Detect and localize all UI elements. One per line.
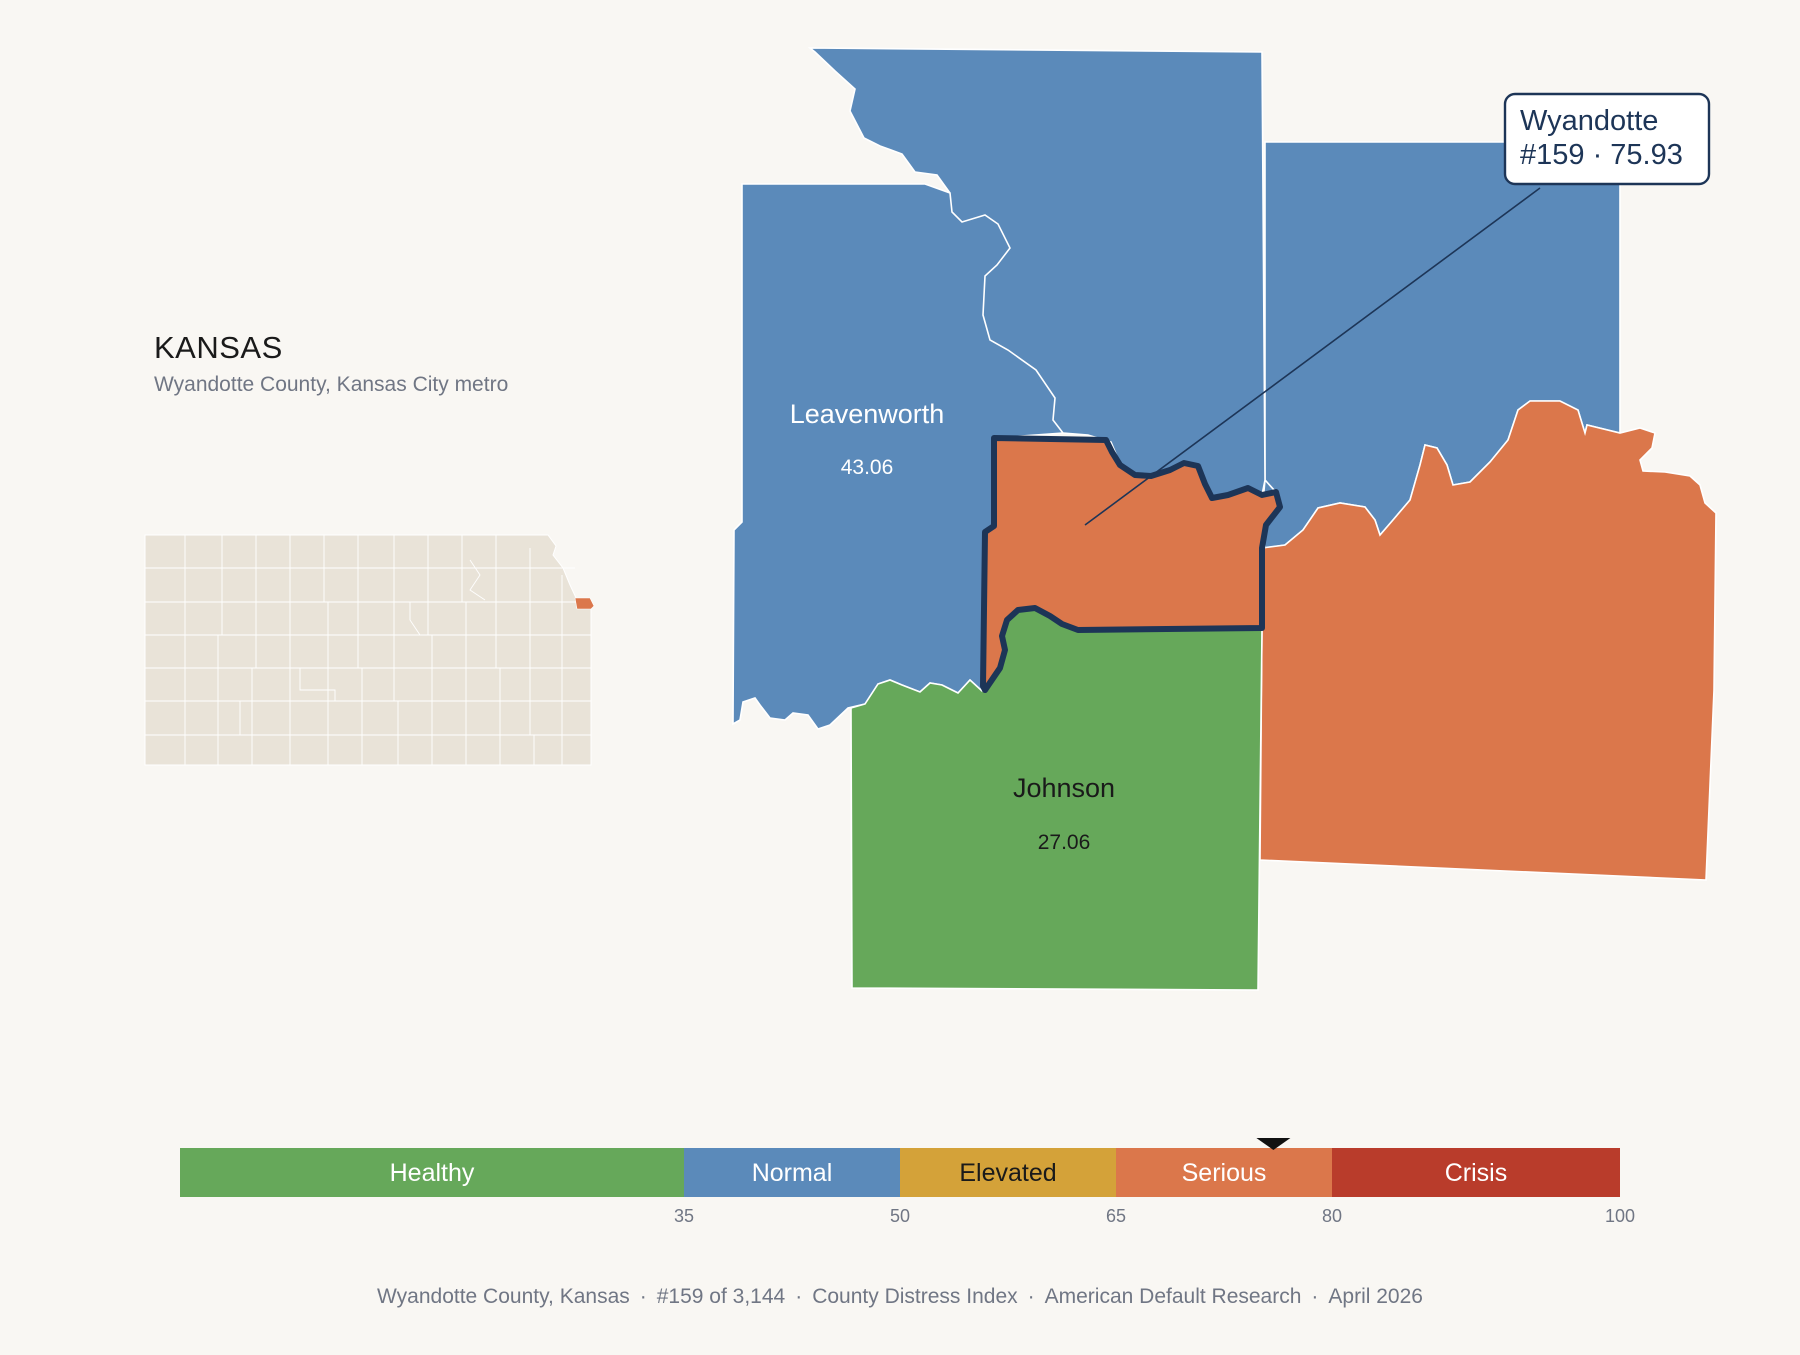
- county-jackson: [1259, 400, 1717, 881]
- footer-rank: #159 of 3,144: [656, 1285, 786, 1308]
- footer-caption: Wyandotte County, Kansas · #159 of 3,144 · C…: [0, 1285, 1800, 1309]
- scale-segment-crisis: [1332, 1148, 1620, 1197]
- scale-label-crisis: Crisis: [1445, 1159, 1508, 1187]
- county-wyandotte: [980, 435, 1283, 693]
- county-name-leavenworth: Leavenworth: [790, 399, 945, 429]
- footer-county: Wyandotte County, Kansas: [377, 1285, 630, 1308]
- scale-tick-80: 80: [1322, 1206, 1342, 1226]
- scale-tick-65: 65: [1106, 1206, 1126, 1226]
- callout-box: [1503, 92, 1711, 186]
- inset-wyandotte-highlight: [574, 597, 595, 610]
- footer-separator: ·: [1027, 1285, 1035, 1308]
- county-name-johnson: Johnson: [1013, 773, 1115, 803]
- state-subtitle: Wyandotte County, Kansas City metro: [154, 373, 509, 396]
- footer-index-name: County Distress Index: [812, 1285, 1018, 1308]
- scale-segment-elevated: [900, 1148, 1116, 1197]
- state-title: KANSAS: [154, 330, 283, 365]
- footer-date: April 2026: [1328, 1285, 1423, 1308]
- scale-tick-35: 35: [674, 1206, 694, 1226]
- callout-county-name: Wyandotte: [1520, 105, 1658, 137]
- scale-label-serious: Serious: [1182, 1159, 1267, 1187]
- footer-separator: ·: [795, 1285, 803, 1308]
- inset-county-grid: [145, 535, 591, 765]
- scale-tick-50: 50: [890, 1206, 910, 1226]
- county-score-leavenworth: 43.06: [841, 456, 894, 479]
- scale-tick-100: 100: [1605, 1206, 1635, 1226]
- footer-separator: ·: [1311, 1285, 1319, 1308]
- footer-source: American Default Research: [1044, 1285, 1302, 1308]
- scale-segment-healthy: [180, 1148, 684, 1197]
- scale-segment-normal: [684, 1148, 900, 1197]
- scale-segment-serious: [1116, 1148, 1332, 1197]
- scale-label-healthy: Healthy: [390, 1159, 475, 1187]
- callout-rank-score: #159 · 75.93: [1520, 139, 1683, 171]
- kansas-inset-map: [144, 534, 595, 766]
- scale-label-normal: Normal: [752, 1159, 833, 1187]
- county-score-johnson: 27.06: [1038, 831, 1091, 854]
- kansas-state-shape: [144, 534, 592, 766]
- metro-county-map: Leavenworth 43.06 Johnson 27.06 Wyandott…: [732, 47, 1717, 991]
- scale-marker: [1256, 1138, 1291, 1150]
- scale-label-elevated: Elevated: [959, 1159, 1056, 1187]
- distress-scale-legend: Healthy Normal Elevated Serious Crisis 35 50 65…: [180, 1138, 1635, 1226]
- footer-separator: ·: [639, 1285, 647, 1308]
- callout-leader-line: [1084, 187, 1541, 526]
